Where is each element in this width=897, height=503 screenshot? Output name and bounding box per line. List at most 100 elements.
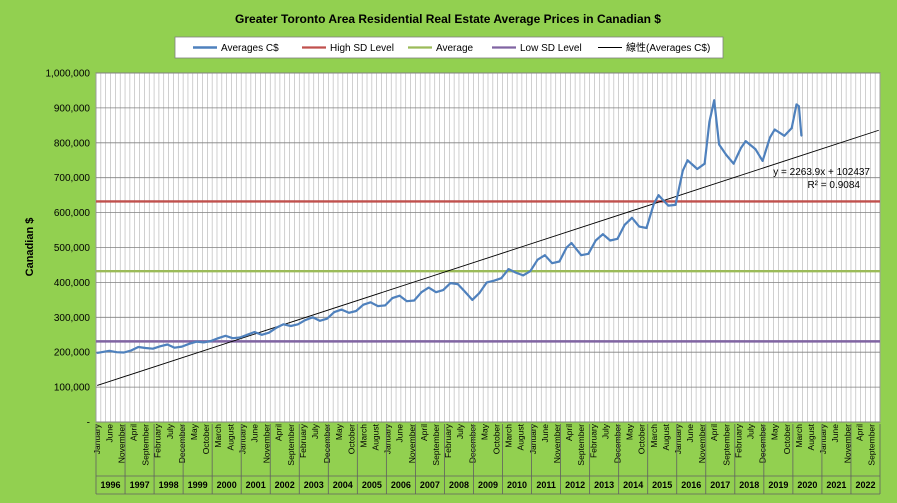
data-point	[289, 325, 292, 327]
x-tick-year-label: 2003	[304, 480, 324, 490]
x-tick-month-label: August	[371, 423, 381, 450]
x-tick-month-label: May	[770, 423, 780, 440]
y-tick-label: 600,000	[54, 208, 91, 219]
series-averages-line	[97, 99, 803, 354]
data-point	[478, 292, 481, 294]
x-tick-month-label: May	[625, 423, 635, 440]
legend-label: Low SD Level	[520, 43, 582, 54]
data-point	[384, 304, 387, 307]
data-point	[657, 194, 660, 197]
x-tick-month-label: April	[129, 424, 139, 441]
data-point	[631, 216, 633, 219]
x-tick-month-label: September	[431, 424, 441, 466]
x-tick-month-label: September	[141, 424, 151, 466]
x-tick-month-label: August	[806, 423, 816, 450]
data-point	[217, 337, 220, 340]
data-point	[115, 351, 118, 354]
data-point	[485, 281, 488, 284]
chart-title: Greater Toronto Area Residential Real Es…	[235, 12, 661, 26]
x-tick-year-label: 2014	[623, 480, 643, 490]
trendline-r-squared: R² = 0.9084	[807, 180, 860, 191]
data-point	[304, 319, 307, 321]
x-tick-month-label: February	[298, 423, 308, 458]
data-point	[708, 121, 711, 123]
data-point	[362, 303, 365, 306]
x-tick-month-label: May	[189, 423, 199, 440]
data-point	[507, 268, 510, 270]
x-tick-year-label: 2010	[507, 480, 527, 490]
y-tick-label: 100,000	[54, 383, 91, 394]
x-tick-month-label: April	[709, 424, 719, 441]
x-tick-month-label: March	[649, 424, 659, 448]
data-point	[166, 343, 169, 346]
y-tick-label: 900,000	[54, 103, 91, 114]
data-point	[268, 331, 270, 334]
legend-label: Average	[436, 43, 474, 54]
x-tick-year-label: 2012	[565, 480, 585, 490]
data-point	[551, 262, 553, 265]
y-tick-label: 300,000	[54, 313, 91, 324]
x-tick-month-label: October	[492, 424, 502, 454]
y-tick-label: 700,000	[54, 173, 91, 184]
x-tick-year-label: 1996	[100, 480, 120, 490]
data-point	[570, 242, 573, 244]
x-tick-month-label: November	[842, 424, 852, 463]
x-tick-month-label: March	[213, 424, 223, 448]
x-tick-year-label: 2000	[217, 480, 237, 490]
data-point	[645, 227, 648, 229]
x-tick-month-label: July	[455, 423, 465, 439]
x-tick-month-label: November	[407, 424, 417, 463]
data-point	[674, 204, 677, 206]
x-tick-month-label: July	[165, 423, 175, 439]
x-tick-month-label: February	[443, 423, 453, 458]
data-point	[500, 277, 503, 280]
x-tick-year-label: 2020	[797, 480, 817, 490]
data-point	[442, 289, 445, 291]
data-point	[529, 270, 532, 273]
data-point	[544, 254, 546, 257]
data-point	[420, 291, 423, 294]
y-tick-label: 400,000	[54, 278, 91, 289]
x-tick-month-label: September	[576, 424, 586, 466]
data-point	[355, 310, 357, 312]
data-point	[173, 346, 176, 349]
data-point	[713, 99, 716, 102]
x-tick-month-label: October	[637, 424, 647, 454]
data-point	[769, 136, 771, 139]
data-point	[406, 300, 408, 303]
data-point	[616, 237, 619, 240]
data-point	[609, 239, 612, 242]
data-point	[740, 147, 742, 149]
data-point	[638, 225, 641, 228]
data-point	[580, 254, 583, 257]
x-axis: January June November April September Februar…	[92, 423, 881, 495]
data-point	[456, 283, 459, 285]
x-tick-month-label: March	[794, 424, 804, 448]
data-point	[195, 340, 198, 343]
data-point	[188, 342, 191, 345]
x-tick-month-label: June	[104, 424, 114, 443]
x-tick-month-label: April	[564, 424, 574, 441]
x-tick-year-label: 1998	[159, 480, 179, 490]
x-tick-month-label: November	[262, 424, 272, 463]
data-point	[391, 297, 394, 299]
y-tick-label: 500,000	[54, 243, 91, 254]
y-axis-label: Canadian $	[24, 218, 36, 277]
data-point	[253, 331, 256, 333]
x-tick-year-label: 2016	[681, 480, 701, 490]
data-point	[152, 347, 154, 350]
x-tick-month-label: December	[322, 424, 332, 463]
x-tick-month-label: May	[334, 423, 344, 440]
x-tick-month-label: September	[721, 424, 731, 466]
x-tick-month-label: December	[177, 424, 187, 463]
x-tick-month-label: August	[516, 423, 526, 450]
x-tick-month-label: August	[225, 423, 235, 450]
data-point	[202, 341, 205, 344]
x-tick-month-label: September	[286, 424, 296, 466]
x-tick-year-label: 2015	[652, 480, 672, 490]
x-tick-month-label: January	[818, 423, 828, 454]
data-point	[761, 160, 764, 162]
data-point	[522, 274, 524, 277]
legend-label: 線性(Averages C$)	[626, 41, 710, 54]
